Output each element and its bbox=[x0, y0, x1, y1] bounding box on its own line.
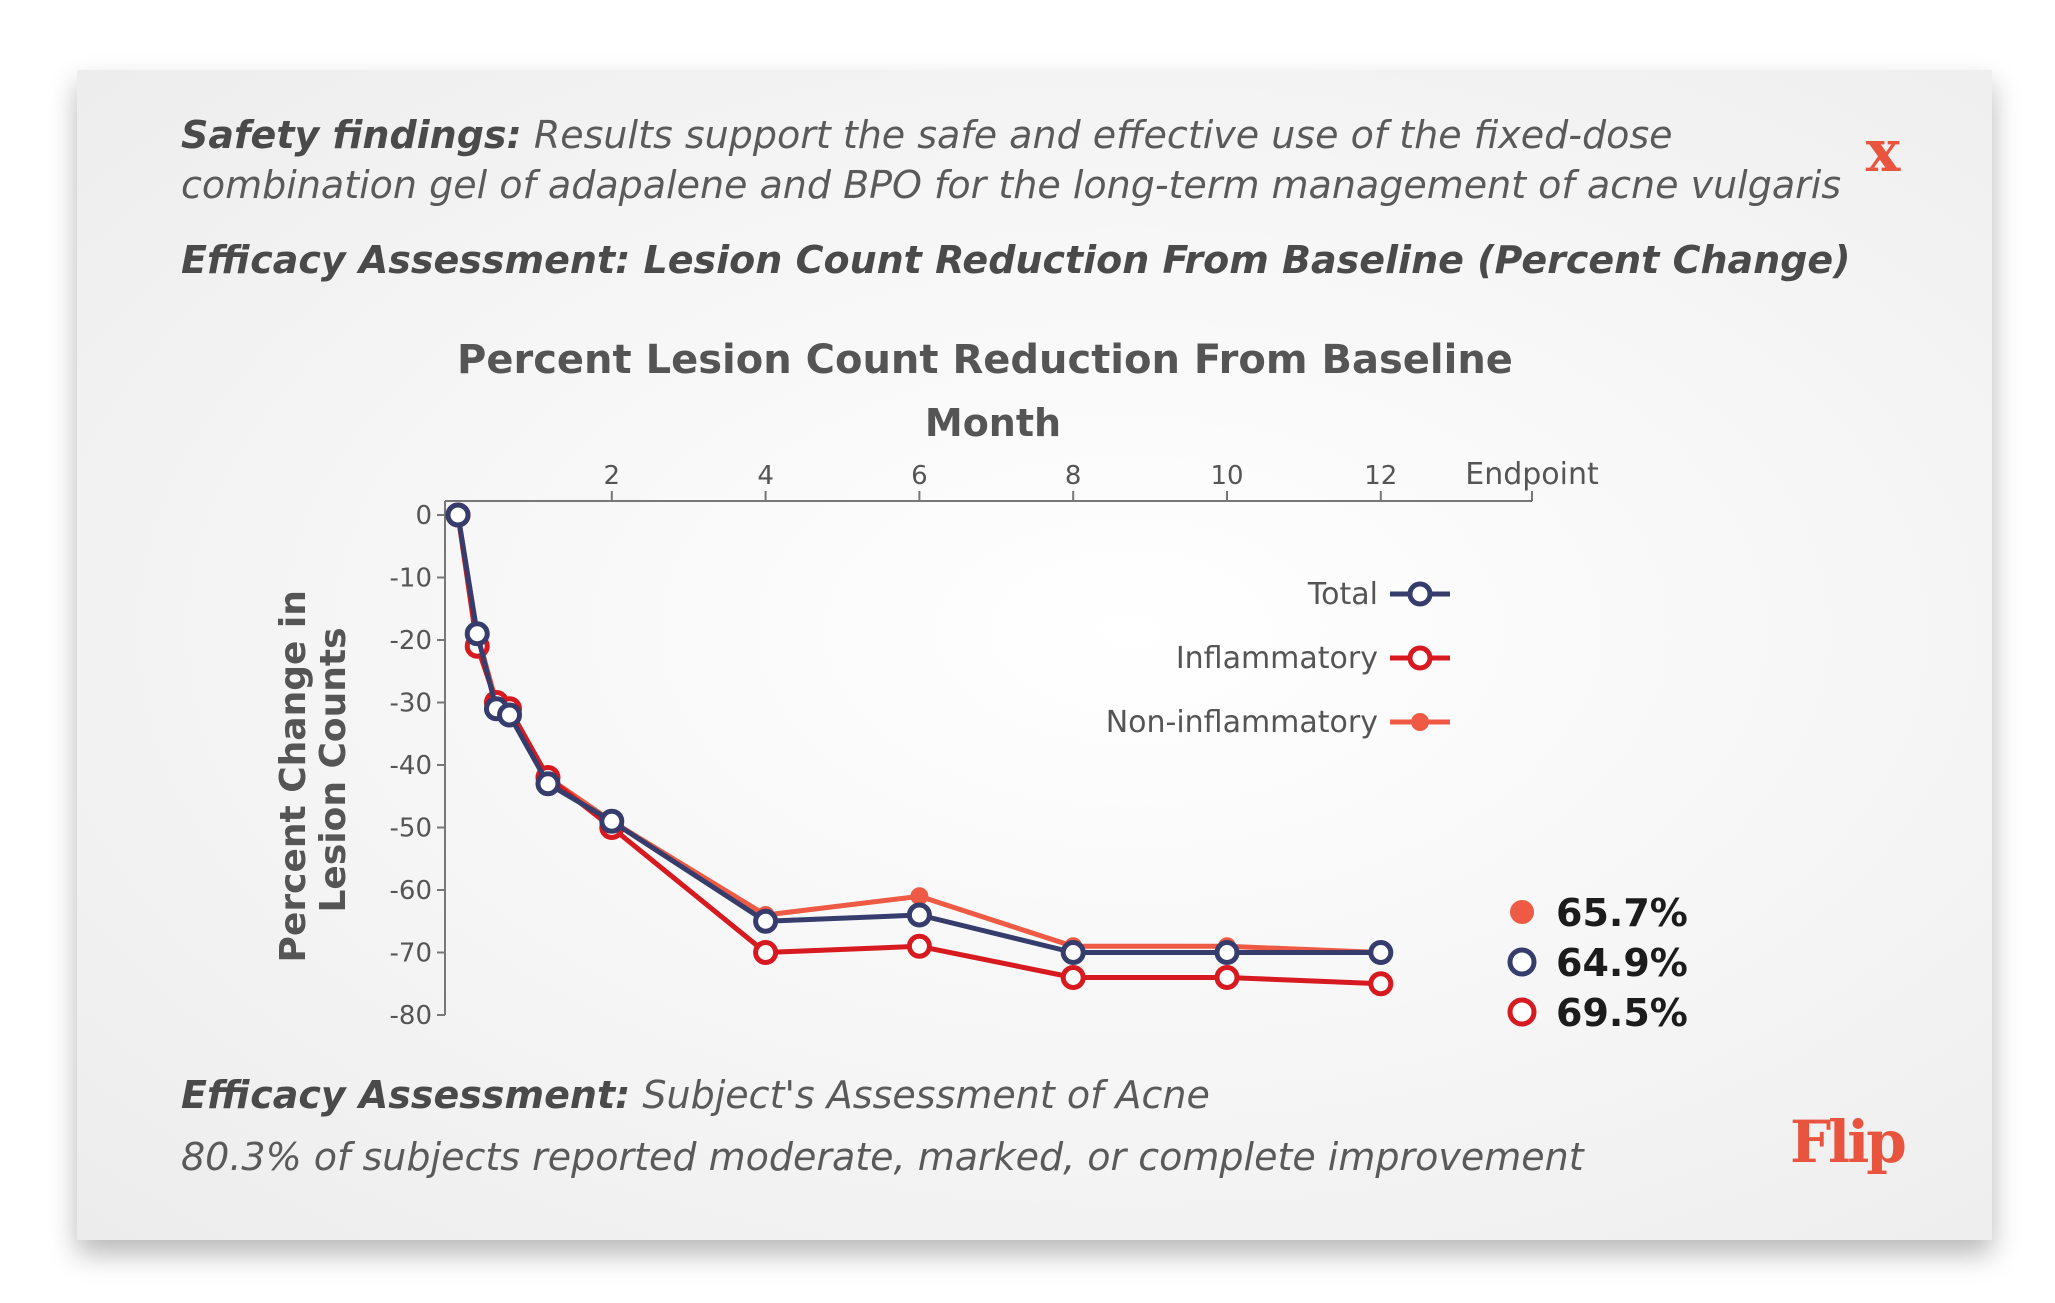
subject-assessment-text: Subject's Assessment of Acne bbox=[642, 1073, 1210, 1117]
endpoint-value-inflammatory: 69.5% bbox=[1556, 991, 1688, 1035]
data-point-total bbox=[906, 902, 932, 928]
endpoint-value-non-inflammatory: 65.7% bbox=[1556, 891, 1688, 935]
x-tick-label: 12 bbox=[1364, 461, 1397, 491]
y-tick-label: -80 bbox=[390, 1001, 432, 1031]
endpoint-values: 65.7% 64.9% 69.5% bbox=[1507, 891, 1688, 1035]
data-point-total bbox=[464, 621, 490, 647]
subject-result-text: 80.3% of subjects reported moderate, mar… bbox=[181, 1135, 1584, 1179]
legend-marker-total bbox=[1407, 581, 1433, 607]
y-ticks: 0 -10 -20 -30 -40 -50 -60 -70 -80 bbox=[390, 501, 445, 1031]
data-point-total bbox=[599, 808, 625, 834]
chart-title: Percent Lesion Count Reduction From Base… bbox=[457, 337, 1513, 383]
y-tick-label: -70 bbox=[390, 939, 432, 969]
legend-marker-non-inflammatory bbox=[1411, 713, 1429, 731]
y-tick-label: 0 bbox=[415, 501, 432, 531]
safety-findings-line1: Safety findings: Results support the saf… bbox=[181, 113, 1673, 157]
y-axis-title-line1: Percent Change in bbox=[273, 590, 314, 962]
data-point-inflammatory bbox=[906, 933, 932, 959]
data-point-inflammatory bbox=[1214, 965, 1240, 990]
data-point-inflammatory bbox=[1060, 965, 1086, 990]
x-tick-label: 2 bbox=[604, 461, 621, 491]
y-tick-label: -50 bbox=[390, 814, 432, 844]
data-point-total bbox=[535, 771, 561, 797]
endpoint-value-total: 64.9% bbox=[1556, 941, 1688, 985]
y-tick-label: -20 bbox=[390, 626, 432, 656]
x-tick-label: 8 bbox=[1065, 461, 1082, 491]
data-point-total bbox=[445, 502, 471, 528]
endpoint-marker-total bbox=[1507, 947, 1537, 977]
x-tick-label: 4 bbox=[757, 461, 774, 491]
y-axis-title: Percent Change in Lesion Counts bbox=[273, 578, 354, 963]
x-ticks: 2 4 6 8 10 12 Endpoint bbox=[604, 457, 1599, 501]
efficacy-lesion-heading: Efficacy Assessment: Lesion Count Reduct… bbox=[181, 238, 1851, 282]
data-point-inflammatory bbox=[1368, 971, 1394, 997]
data-point-total bbox=[497, 702, 523, 728]
endpoint-marker-inflammatory bbox=[1507, 997, 1537, 1027]
series-layer bbox=[445, 502, 1394, 997]
x-tick-label: 10 bbox=[1210, 461, 1243, 491]
subject-assessment-label: Efficacy Assessment: bbox=[181, 1073, 631, 1117]
legend-label-non-inflammatory: Non-inflammatory bbox=[1106, 705, 1378, 740]
data-point-non-inflammatory bbox=[910, 887, 929, 906]
subject-assessment-line: Efficacy Assessment: Subject's Assessmen… bbox=[181, 1073, 1210, 1117]
endpoint-marker-non-inflammatory bbox=[1510, 900, 1534, 924]
y-tick-label: -30 bbox=[390, 689, 432, 719]
safety-findings-text: Results support the safe and effective u… bbox=[533, 113, 1673, 157]
data-point-total bbox=[1060, 940, 1086, 965]
chart-legend: Total Inflammatory Non-inflammatory bbox=[1106, 577, 1450, 740]
close-button[interactable]: x bbox=[1865, 117, 1901, 185]
y-tick-label: -10 bbox=[390, 564, 432, 594]
safety-findings-line2: combination gel of adapalene and BPO for… bbox=[181, 163, 1842, 207]
safety-findings-label: Safety findings: bbox=[181, 113, 522, 157]
y-tick-label: -60 bbox=[390, 876, 432, 906]
summary-card bbox=[77, 70, 1992, 1240]
flip-logo: Flip bbox=[1790, 1108, 1907, 1176]
legend-label-inflammatory: Inflammatory bbox=[1176, 641, 1378, 676]
x-axis-title: Month bbox=[925, 401, 1061, 445]
y-tick-label: -40 bbox=[390, 751, 432, 781]
data-point-total bbox=[1368, 940, 1394, 965]
legend-label-total: Total bbox=[1307, 577, 1378, 612]
x-tick-label: 6 bbox=[911, 461, 928, 491]
x-tick-label: Endpoint bbox=[1465, 457, 1599, 492]
data-point-inflammatory bbox=[753, 940, 779, 965]
legend-marker-inflammatory bbox=[1407, 645, 1433, 671]
y-axis-title-line2: Lesion Counts bbox=[313, 627, 354, 912]
data-point-total bbox=[1214, 940, 1240, 965]
data-point-total bbox=[753, 908, 779, 934]
